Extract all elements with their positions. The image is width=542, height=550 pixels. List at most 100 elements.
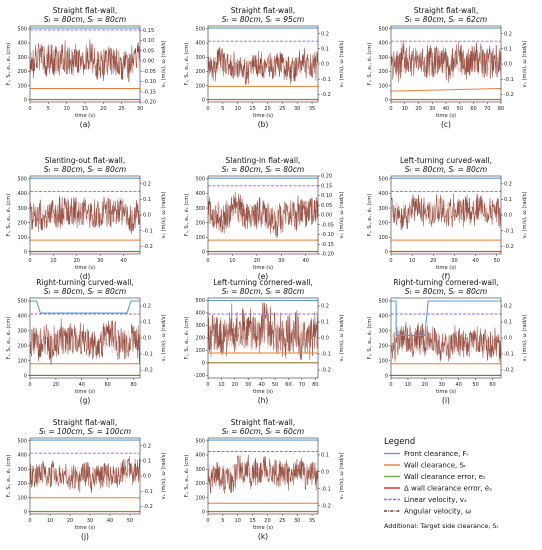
y-right-tick-label: 0.2 bbox=[143, 182, 151, 188]
x-axis-label: time (s) bbox=[436, 389, 456, 395]
x-tick-label: 15 bbox=[249, 518, 255, 524]
x-tick-label: 10 bbox=[235, 106, 241, 112]
legend-note: Additional: Target side clearance, Sₜ bbox=[384, 522, 498, 530]
x-tick-label: 70 bbox=[299, 382, 305, 388]
error-rate-trace bbox=[30, 50, 140, 73]
y-left-tick-label: 0 bbox=[24, 510, 27, 516]
y-left-tick-label: 300 bbox=[17, 329, 27, 335]
plot-frame bbox=[29, 175, 141, 255]
angular-velocity-trace bbox=[30, 195, 140, 235]
front-clearance-line bbox=[30, 300, 140, 314]
y-left-axis-label: Fᵣ, Sᵣ, eₛ, ėₛ (cm) bbox=[6, 317, 12, 360]
y-left-tick-label: 100 bbox=[195, 495, 205, 501]
y-right-tick-label: 0.0 bbox=[321, 469, 329, 475]
y-left-tick-label: 0 bbox=[24, 373, 27, 379]
y-left-tick-label: 300 bbox=[195, 467, 205, 473]
y-right-tick-label: -0.10 bbox=[143, 79, 156, 85]
x-tick-label: 20 bbox=[422, 382, 428, 388]
x-tick-label: 50 bbox=[457, 106, 463, 112]
panel-subtitle: Sₜ = 60cm, Sᵣ = 60cm bbox=[222, 427, 305, 436]
y-left-tick-label: 0 bbox=[24, 98, 27, 104]
y-left-tick-label: 0 bbox=[202, 98, 205, 104]
y-left-tick-label: 100 bbox=[378, 359, 388, 365]
panel-label: (f) bbox=[442, 272, 451, 281]
panel-subtitle: Sₜ = 80cm, Sᵣ = 80cm bbox=[222, 165, 305, 174]
y-right-axis-label: vₓ (m/s), ω (rad/s) bbox=[161, 315, 167, 362]
panel-title: Right-turning curved-wall, bbox=[36, 278, 134, 287]
panel-title: Slanting-out flat-wall, bbox=[45, 156, 126, 165]
y-left-tick-label: 200 bbox=[17, 344, 27, 350]
x-tick-label: 5 bbox=[47, 106, 50, 112]
error-rate-trace bbox=[208, 319, 318, 350]
x-tick-label: 20 bbox=[415, 106, 421, 112]
x-tick-label: 40 bbox=[120, 258, 126, 264]
x-tick-label: 10 bbox=[235, 518, 241, 524]
x-tick-label: 0 bbox=[28, 382, 31, 388]
y-right-axis-label: vₓ (m/s), ω (rad/s) bbox=[339, 315, 345, 362]
angular-velocity-trace bbox=[208, 454, 318, 494]
y-right-tick-label: 0.05 bbox=[321, 203, 332, 209]
x-tick-label: 15 bbox=[249, 106, 255, 112]
x-tick-label: 25 bbox=[279, 106, 285, 112]
panel-h: Left-turning cornered-wall,Sₜ = 80cm, Sᵣ… bbox=[184, 278, 345, 405]
panel-j: Straight flat-wall,Sₜ = 100cm, Sᵣ = 100c… bbox=[6, 418, 167, 541]
y-right-tick-label: -0.2 bbox=[321, 368, 331, 374]
x-axis-label: time (s) bbox=[253, 389, 273, 395]
y-right-tick-label: 0.1 bbox=[143, 320, 151, 326]
y-right-axis-label: vₓ (m/s), ω (rad/s) bbox=[339, 41, 345, 88]
x-tick-label: 30 bbox=[294, 106, 300, 112]
y-right-tick-label: -0.20 bbox=[321, 252, 334, 258]
panel-title: Straight flat-wall, bbox=[231, 6, 296, 15]
y-right-tick-label: -0.05 bbox=[143, 69, 156, 75]
angular-velocity-trace bbox=[391, 193, 501, 231]
y-right-tick-label: -0.1 bbox=[504, 77, 514, 83]
plot-area bbox=[391, 300, 501, 377]
legend-label: Wall clearance, Sᵣ bbox=[404, 462, 466, 470]
y-left-axis-label: Fᵣ, Sᵣ, eₛ, ėₛ (cm) bbox=[367, 317, 373, 360]
y-right-tick-label: -0.1 bbox=[321, 77, 331, 83]
plot-area bbox=[30, 439, 140, 513]
y-right-axis-label: vₓ (m/s), ω (rad/s) bbox=[339, 192, 345, 239]
angular-velocity-trace bbox=[391, 321, 501, 363]
y-left-axis-label: Fᵣ, Sᵣ, eₛ, ėₛ (cm) bbox=[6, 194, 12, 237]
legend-item: Linear velocity, vₓ bbox=[384, 496, 467, 504]
panel-label: (d) bbox=[80, 272, 91, 281]
panel-label: (c) bbox=[441, 120, 451, 129]
x-tick-label: 60 bbox=[104, 382, 110, 388]
y-left-tick-label: 400 bbox=[195, 453, 205, 459]
x-tick-label: 20 bbox=[67, 518, 73, 524]
y-left-tick-label: 100 bbox=[17, 359, 27, 365]
panel-title: Left-turning cornered-wall, bbox=[213, 278, 313, 287]
y-right-tick-label: 0.1 bbox=[143, 459, 151, 465]
y-left-tick-label: 400 bbox=[17, 314, 27, 320]
panel-title: Straight flat-wall, bbox=[53, 418, 118, 427]
panel-e: Slanting-in flat-wall,Sₜ = 80cm, Sᵣ = 80… bbox=[184, 156, 345, 281]
y-right-tick-label: 0.00 bbox=[321, 213, 332, 219]
panel-subtitle: Sₜ = 80cm, Sᵣ = 95cm bbox=[222, 15, 305, 24]
panel-d: Slanting-out flat-wall,Sₜ = 80cm, Sᵣ = 8… bbox=[6, 156, 167, 281]
y-right-tick-label: -0.20 bbox=[143, 100, 156, 106]
x-tick-label: 30 bbox=[278, 258, 284, 264]
y-right-tick-label: -0.05 bbox=[321, 222, 334, 228]
panel-label: (j) bbox=[81, 532, 89, 541]
panel-a: Straight flat-wall,Sₜ = 80cm, Sᵣ = 80cm 0… bbox=[6, 6, 167, 129]
y-left-axis-label: Fᵣ, Sᵣ, eₛ, ėₛ (cm) bbox=[184, 317, 190, 360]
y-left-tick-label: 200 bbox=[17, 220, 27, 226]
y-left-axis-label: Fᵣ, Sᵣ, eₛ, ėₛ (cm) bbox=[6, 455, 12, 498]
y-left-tick-label: 500 bbox=[195, 27, 205, 33]
y-left-tick-label: 500 bbox=[17, 27, 27, 33]
y-right-tick-label: 0.1 bbox=[504, 47, 512, 53]
x-tick-label: 40 bbox=[258, 382, 264, 388]
y-left-tick-label: 300 bbox=[17, 55, 27, 61]
x-axis-label: time (s) bbox=[75, 389, 95, 395]
x-tick-label: 40 bbox=[443, 106, 449, 112]
y-left-tick-label: 500 bbox=[378, 299, 388, 305]
y-left-tick-label: 300 bbox=[195, 323, 205, 329]
error-rate-trace bbox=[391, 52, 501, 74]
x-tick-label: 20 bbox=[74, 258, 80, 264]
x-tick-label: 30 bbox=[245, 382, 251, 388]
x-tick-label: 40 bbox=[472, 258, 478, 264]
plot-area bbox=[30, 27, 140, 101]
y-left-tick-label: 0 bbox=[202, 250, 205, 256]
panel-f: Left-turning curved-wall,Sₜ = 80cm, Sᵣ =… bbox=[367, 156, 528, 281]
